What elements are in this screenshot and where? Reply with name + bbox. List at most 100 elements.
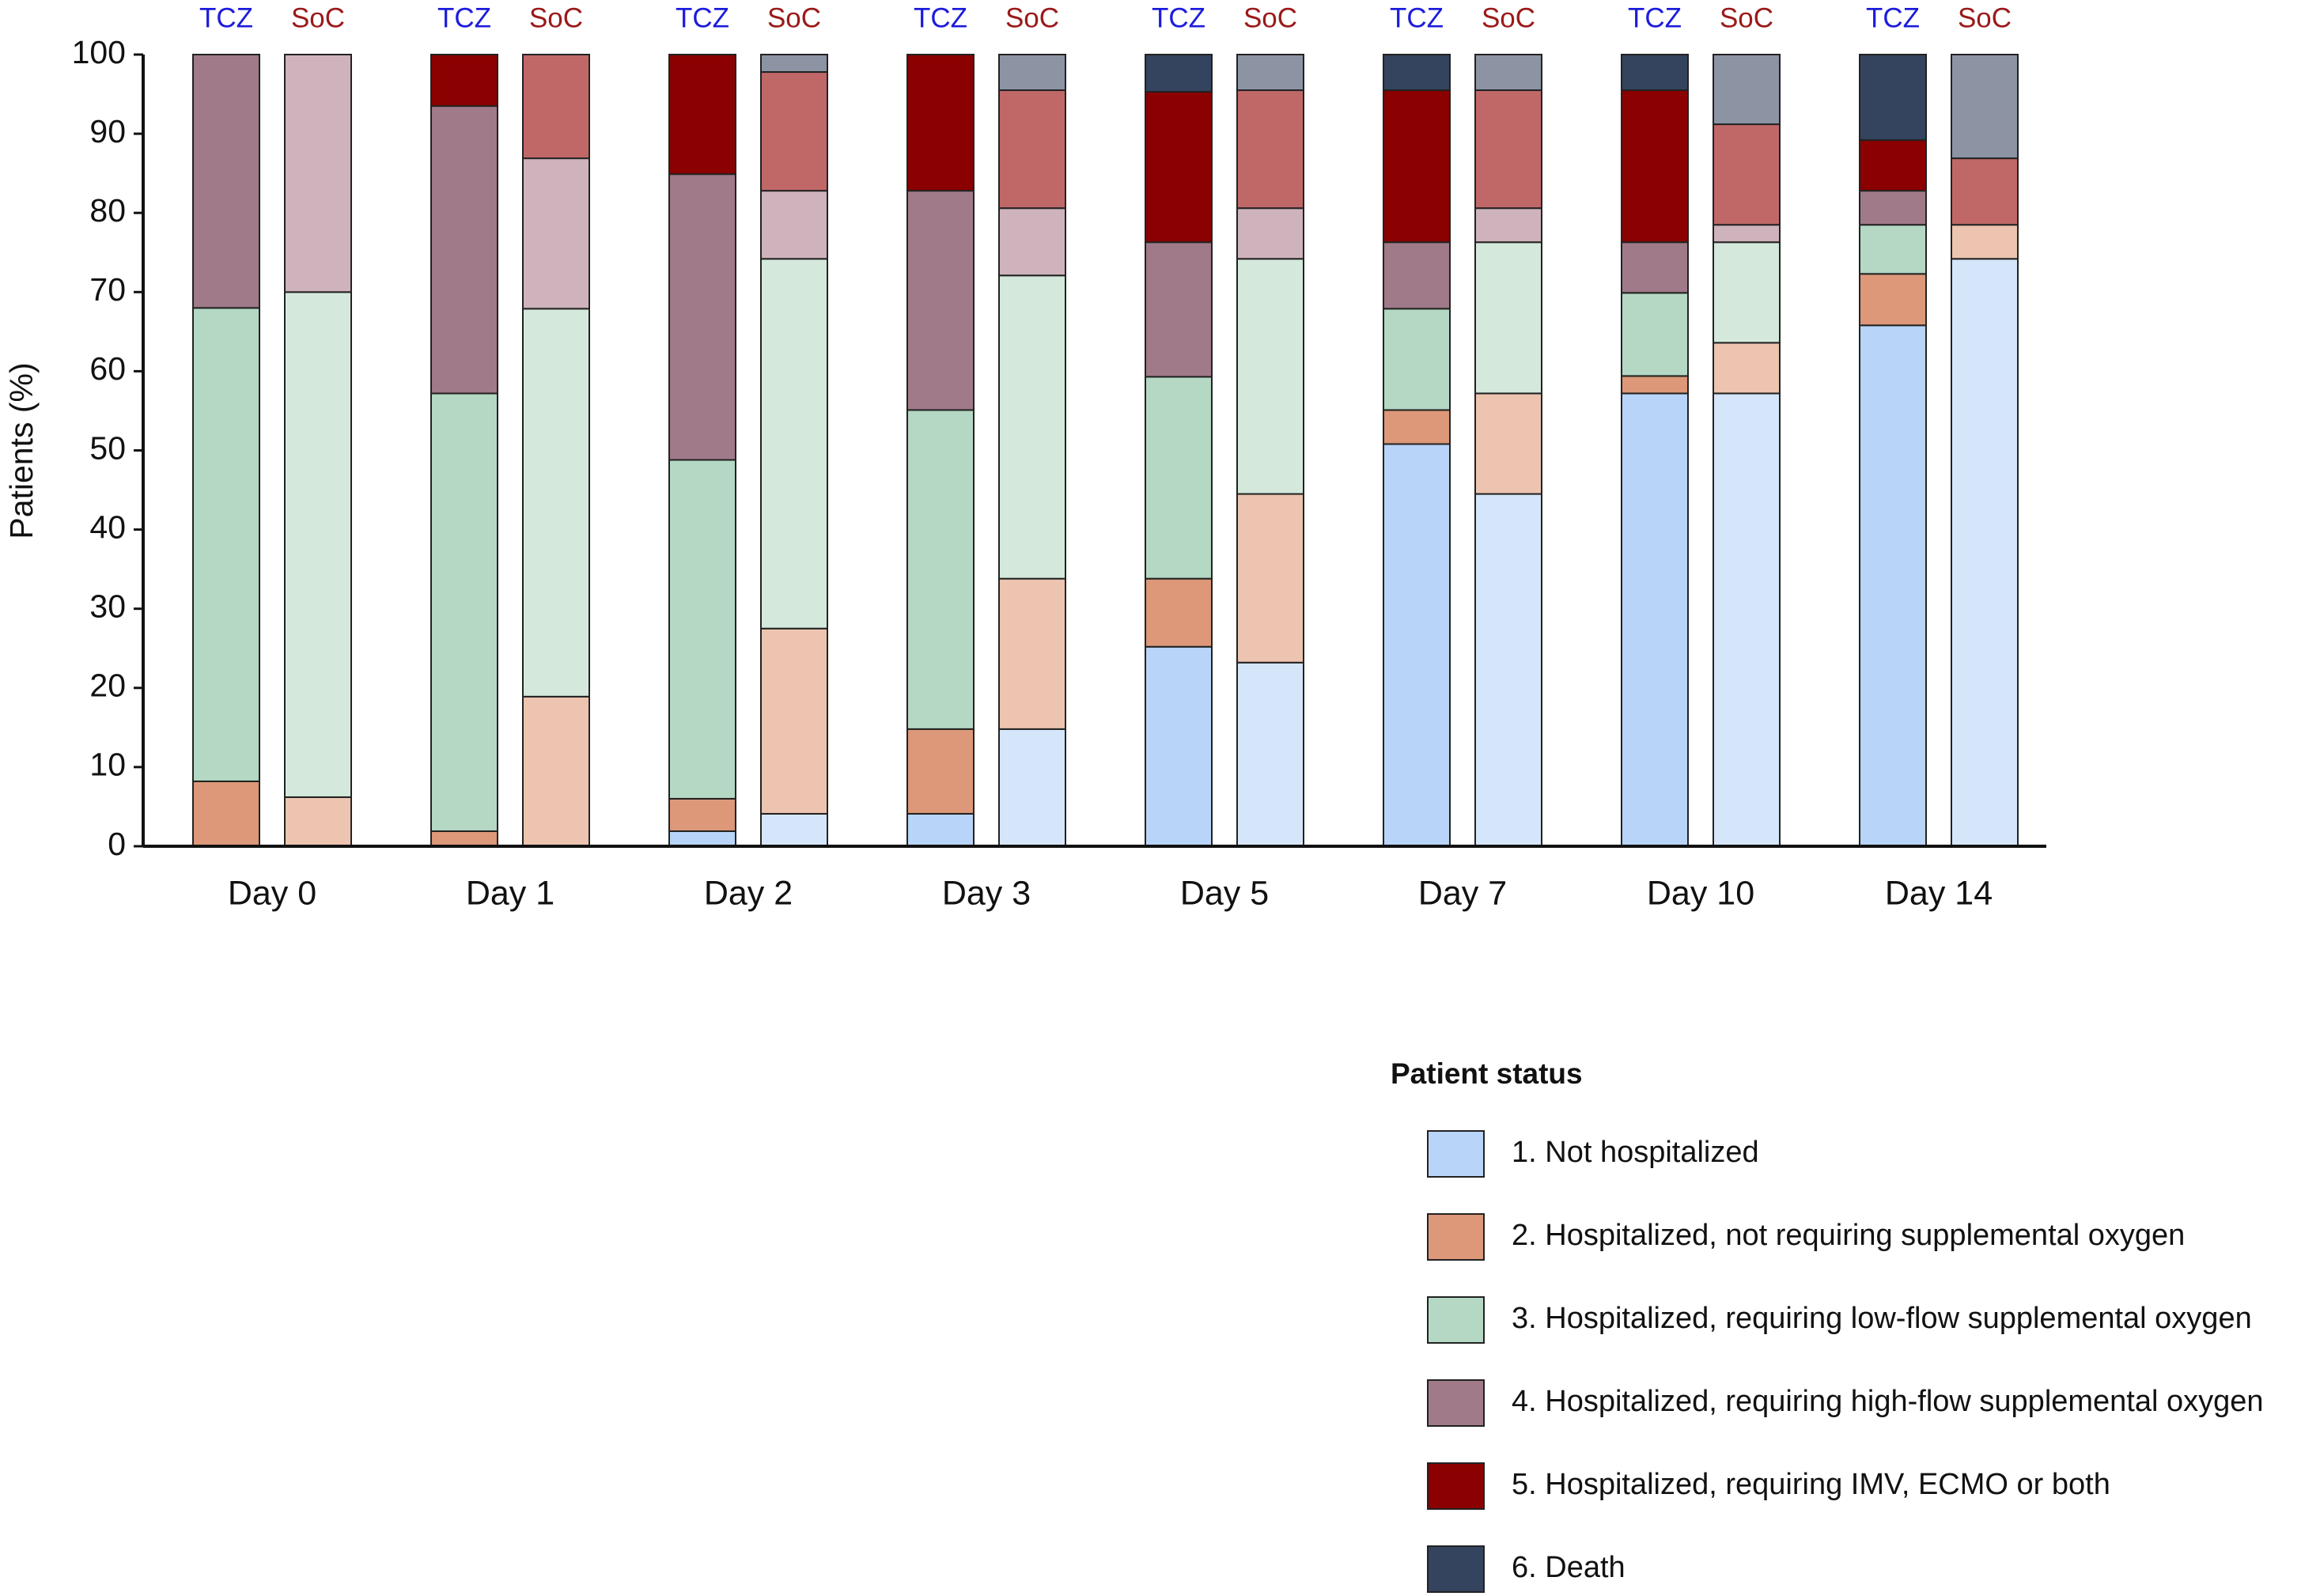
- bar-segment: [1951, 224, 2019, 260]
- x-tick-label: Day 5: [1180, 874, 1269, 912]
- bar-segment: [1859, 139, 1927, 192]
- bar-segment: [668, 830, 736, 847]
- bar-segment: [1474, 493, 1542, 847]
- bar-segment: [1145, 577, 1213, 648]
- bar-segment: [192, 780, 260, 848]
- bar-segment: [1621, 392, 1689, 848]
- y-tick-label: 0: [108, 826, 126, 862]
- bar-segment: [430, 54, 498, 108]
- y-tick-label: 90: [89, 113, 126, 149]
- y-tick-label: 30: [89, 588, 126, 625]
- x-tick-label: Day 7: [1418, 874, 1507, 912]
- bar-segment: [1713, 54, 1781, 126]
- bar-segment: [1383, 443, 1451, 847]
- bar-segment: [760, 190, 828, 260]
- bar-segment: [760, 71, 828, 192]
- y-tick-label: 70: [89, 271, 126, 308]
- group-label: TCZ: [437, 2, 491, 33]
- y-tick-label: 10: [89, 747, 126, 783]
- group-label: SoC: [767, 2, 821, 33]
- bar-segment: [1383, 308, 1451, 411]
- bar-segment: [1951, 54, 2019, 160]
- group-label: SoC: [1005, 2, 1059, 33]
- legend-swatch: [1427, 1545, 1485, 1593]
- bar-segment: [1859, 54, 1927, 142]
- bar-segment: [1621, 292, 1689, 377]
- bar-segment: [1145, 91, 1213, 244]
- bar-segment: [668, 54, 736, 176]
- legend-label: 3. Hospitalized, requiring low-flow supp…: [1512, 1302, 2252, 1335]
- bar-segment: [998, 54, 1066, 92]
- group-label: TCZ: [676, 2, 729, 33]
- bar-segment: [1713, 224, 1781, 244]
- bar-segment: [1383, 241, 1451, 310]
- x-tick-label: Day 10: [1647, 874, 1754, 912]
- y-tick-label: 100: [72, 34, 126, 70]
- legend-swatch: [1427, 1379, 1485, 1427]
- bar-segment: [1951, 258, 2019, 847]
- bar-segment: [1859, 190, 1927, 226]
- bar-segment: [1474, 207, 1542, 244]
- bar-segment: [668, 173, 736, 461]
- bar-segment: [668, 459, 736, 800]
- bar-segment: [430, 392, 498, 832]
- bar-segment: [1474, 392, 1542, 495]
- bar-segment: [192, 307, 260, 782]
- legend-label: 4. Hospitalized, requiring high-flow sup…: [1512, 1385, 2264, 1418]
- legend-swatch: [1427, 1462, 1485, 1510]
- bar-segment: [1383, 409, 1451, 445]
- bar-segment: [430, 105, 498, 395]
- bar-segment: [998, 207, 1066, 277]
- x-tick-label: Day 0: [228, 874, 316, 912]
- bar-segment: [1236, 54, 1304, 92]
- bar-segment: [668, 797, 736, 832]
- bar-segment: [906, 54, 975, 192]
- legend-swatch: [1427, 1213, 1485, 1261]
- legend-title: Patient status: [1391, 1057, 1583, 1090]
- bar-segment: [998, 274, 1066, 580]
- bar-segment: [1383, 89, 1451, 244]
- bar-segment: [1236, 258, 1304, 495]
- group-label: TCZ: [914, 2, 967, 33]
- bar-segment: [1859, 224, 1927, 275]
- legend-label: 6. Death: [1512, 1551, 1626, 1584]
- y-tick-label: 40: [89, 509, 126, 545]
- legend-swatch: [1427, 1296, 1485, 1344]
- group-label: TCZ: [1152, 2, 1205, 33]
- y-axis-label: Patients (%): [3, 362, 40, 539]
- group-label: SoC: [1720, 2, 1773, 33]
- bar-segment: [1713, 241, 1781, 344]
- bar-segment: [760, 812, 828, 847]
- y-tick-label: 50: [89, 429, 126, 466]
- y-tick-label: 20: [89, 668, 126, 704]
- legend-label: 5. Hospitalized, requiring IMV, ECMO or …: [1512, 1468, 2110, 1501]
- x-tick-label: Day 2: [704, 874, 793, 912]
- bar-segment: [1621, 89, 1689, 244]
- bar-segment: [998, 577, 1066, 730]
- bar-segment: [906, 812, 975, 847]
- group-label: SoC: [1243, 2, 1297, 33]
- x-tick-label: Day 14: [1885, 874, 1993, 912]
- bar-segment: [1859, 273, 1927, 327]
- bar-segment: [1474, 89, 1542, 210]
- bar-segment: [998, 728, 1066, 847]
- bar-segment: [906, 728, 975, 815]
- bar-segment: [1713, 342, 1781, 395]
- x-tick-label: Day 1: [466, 874, 554, 912]
- group-label: SoC: [529, 2, 583, 33]
- bar-segment: [522, 308, 590, 698]
- bar-segment: [1383, 54, 1451, 92]
- group-label: TCZ: [1390, 2, 1444, 33]
- bar-segment: [1236, 493, 1304, 664]
- bar-segment: [1621, 375, 1689, 395]
- bar-segment: [760, 258, 828, 630]
- bar-segment: [192, 54, 260, 309]
- group-label: TCZ: [1628, 2, 1682, 33]
- bar-segment: [1859, 324, 1927, 848]
- bar-segment: [522, 695, 590, 847]
- bar-segment: [1236, 89, 1304, 210]
- bar-segment: [1145, 54, 1213, 93]
- group-label: TCZ: [1866, 2, 1920, 33]
- bar-segment: [284, 796, 352, 847]
